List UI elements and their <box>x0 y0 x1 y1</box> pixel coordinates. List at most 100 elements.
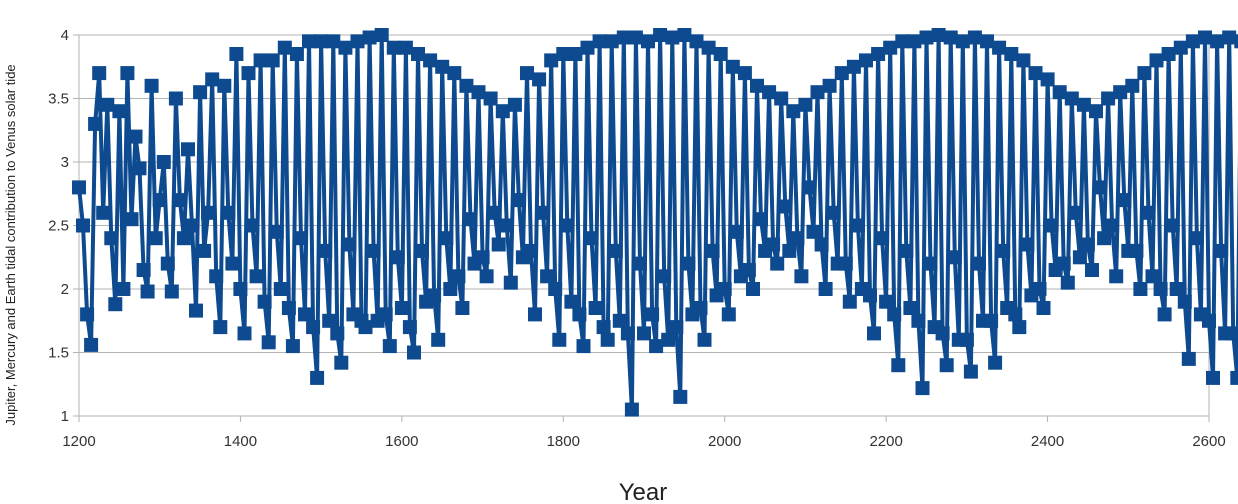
data-point <box>616 30 631 45</box>
data-point <box>164 284 179 299</box>
data-point <box>96 205 111 220</box>
data-point <box>661 332 676 347</box>
data-point <box>172 193 187 208</box>
data-point <box>277 40 292 55</box>
data-point <box>810 85 825 100</box>
data-point <box>152 193 167 208</box>
data-point <box>1206 370 1220 385</box>
data-point <box>705 243 720 258</box>
data-point <box>1109 269 1124 284</box>
data-point <box>1161 47 1176 61</box>
tick-label-y: 2.5 <box>48 218 69 235</box>
data-point <box>326 34 341 49</box>
data-point <box>1185 34 1200 49</box>
data-point <box>540 269 555 284</box>
data-point <box>451 269 466 284</box>
data-point <box>253 53 268 68</box>
data-point <box>209 269 224 284</box>
data-point <box>76 218 90 233</box>
data-point <box>584 231 599 246</box>
data-point <box>959 332 974 347</box>
data-point <box>84 337 99 352</box>
data-point <box>770 256 785 271</box>
data-point <box>596 320 611 335</box>
data-point <box>963 364 978 379</box>
data-point <box>1036 301 1051 315</box>
data-point <box>1089 104 1103 119</box>
data-point <box>1016 53 1031 68</box>
data-point <box>257 294 272 309</box>
data-point <box>818 282 833 296</box>
data-point <box>903 301 918 315</box>
data-point <box>794 269 809 284</box>
data-point <box>1032 282 1047 296</box>
data-point <box>806 224 821 239</box>
data-point <box>1101 91 1116 106</box>
data-point <box>435 59 450 74</box>
data-point <box>302 34 316 49</box>
data-point <box>628 30 643 45</box>
data-point <box>1068 205 1083 220</box>
data-point <box>306 320 321 335</box>
data-point <box>1181 351 1196 366</box>
data-point <box>1093 180 1107 195</box>
data-point <box>128 129 143 144</box>
data-point <box>935 326 950 341</box>
data-point <box>386 40 401 55</box>
data-point <box>491 237 506 252</box>
data-point <box>72 180 86 195</box>
data-point <box>620 326 635 341</box>
data-point <box>871 47 886 61</box>
data-point <box>548 282 563 296</box>
data-point <box>1169 282 1184 296</box>
data-point <box>136 263 151 277</box>
data-point <box>233 282 248 296</box>
data-point <box>1133 282 1148 296</box>
data-point <box>342 237 357 252</box>
data-point <box>201 205 216 220</box>
series-line <box>77 33 1238 412</box>
data-point <box>100 97 115 112</box>
data-point <box>431 332 446 347</box>
data-point <box>495 104 510 119</box>
data-point <box>697 332 712 347</box>
data-point <box>398 40 413 55</box>
data-point <box>528 307 542 322</box>
data-point <box>1117 193 1132 208</box>
data-point <box>1020 237 1035 252</box>
data-point <box>850 218 865 233</box>
data-point <box>689 34 704 49</box>
tick-label-x: 1200 <box>62 433 95 450</box>
data-point <box>798 97 813 112</box>
data-point <box>875 231 890 246</box>
data-point <box>919 30 934 45</box>
data-point <box>1149 53 1164 68</box>
data-point <box>402 320 417 335</box>
data-point <box>237 326 252 341</box>
data-point <box>112 104 127 119</box>
data-point <box>443 282 458 296</box>
data-point <box>298 307 312 322</box>
data-point <box>669 320 684 335</box>
data-point <box>411 47 425 61</box>
data-point <box>1129 243 1144 258</box>
data-point <box>168 91 183 106</box>
data-point <box>895 34 910 49</box>
data-point <box>507 97 522 112</box>
data-point <box>608 243 623 258</box>
data-point <box>318 243 333 258</box>
data-point <box>390 250 405 265</box>
tick-label-x: 1600 <box>385 433 418 450</box>
data-point <box>265 53 280 68</box>
data-point <box>475 250 490 265</box>
data-point <box>923 256 938 271</box>
data-point <box>330 326 345 341</box>
data-point <box>104 231 119 246</box>
data-point <box>1198 30 1212 45</box>
data-point <box>124 212 139 227</box>
data-point <box>544 53 559 68</box>
data-point <box>447 66 462 81</box>
data-point <box>645 307 660 322</box>
data-point <box>459 78 474 93</box>
